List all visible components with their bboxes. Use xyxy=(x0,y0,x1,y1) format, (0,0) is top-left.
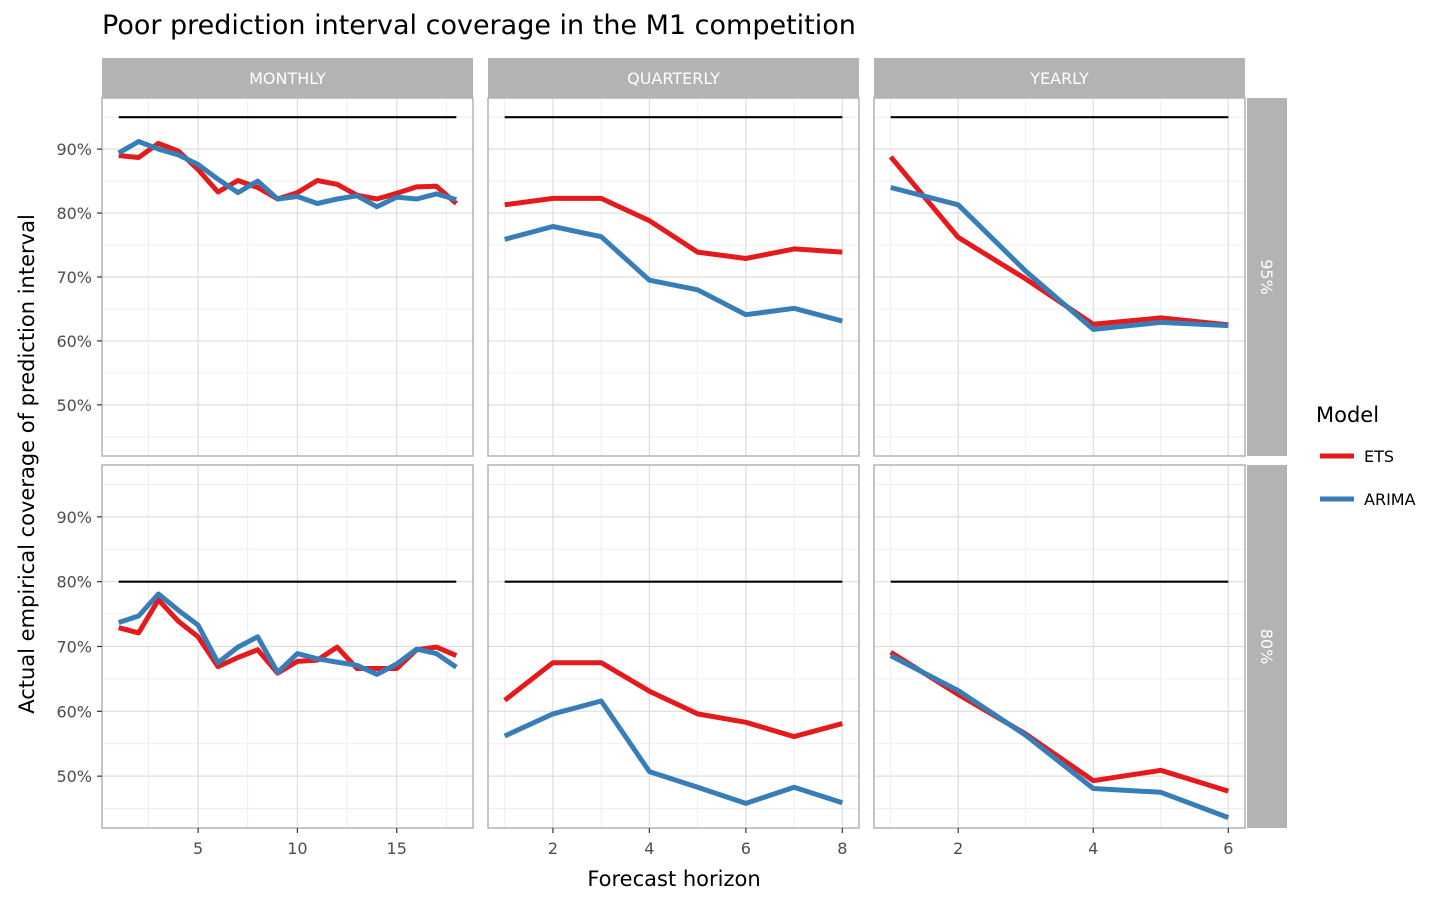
row-strip-80pct xyxy=(1247,465,1287,828)
column-strip-monthly xyxy=(102,58,473,98)
x-axis-ticks: 5 10 15 2 4 6 8 2 4 6 xyxy=(193,828,1233,858)
y-tick-label: 80% xyxy=(56,204,92,223)
x-axis-title: Forecast horizon xyxy=(587,867,760,891)
chart-title: Poor prediction interval coverage in the… xyxy=(102,10,856,41)
panel-yearly-80pct xyxy=(873,464,1246,829)
row-strip-label: 80% xyxy=(1257,629,1276,665)
y-tick-label: 90% xyxy=(56,508,92,527)
series-line-ets xyxy=(503,660,843,740)
x-tick-label: 10 xyxy=(287,839,307,858)
panel-border xyxy=(487,97,860,457)
column-strip-yearly xyxy=(874,58,1245,98)
y-tick-label: 70% xyxy=(56,638,92,657)
panel-monthly-80pct xyxy=(101,464,474,829)
x-tick-label: 2 xyxy=(548,839,558,858)
panel-border xyxy=(873,97,1246,457)
panels: MONTHLY QUARTERLY YEARLY 95% 80% xyxy=(101,58,1287,829)
x-tick-label: 6 xyxy=(741,839,751,858)
column-strip-label: MONTHLY xyxy=(249,69,326,88)
x-tick-label: 4 xyxy=(644,839,654,858)
column-strip-label: YEARLY xyxy=(1029,69,1089,88)
panel-monthly-95pct xyxy=(101,97,474,457)
panel-quarterly-80pct xyxy=(487,464,860,829)
series-line-arima xyxy=(503,698,844,806)
row-strip-label: 95% xyxy=(1257,259,1276,295)
series-line-arima xyxy=(117,591,458,677)
series-line-ets xyxy=(504,195,843,261)
series-line-arima xyxy=(504,224,843,324)
column-strip-label: QUARTERLY xyxy=(627,69,720,88)
y-tick-label: 60% xyxy=(56,702,92,721)
series-line-ets xyxy=(889,650,1230,794)
legend-title: Model xyxy=(1316,403,1379,427)
panel-border xyxy=(873,464,1246,829)
series-line-ets xyxy=(118,597,458,676)
legend-item-ets: ETS xyxy=(1320,447,1394,466)
legend: Model ETS ARIMA xyxy=(1316,403,1416,509)
panel-quarterly-95pct xyxy=(487,97,860,457)
column-strip-quarterly xyxy=(488,58,859,98)
legend-item-arima: ARIMA xyxy=(1320,490,1416,509)
x-tick-label: 2 xyxy=(953,839,963,858)
y-tick-label: 80% xyxy=(56,573,92,592)
y-tick-label: 50% xyxy=(56,396,92,415)
series-line-arima xyxy=(890,185,1229,332)
panel-yearly-95pct xyxy=(873,97,1246,457)
row-strip-95pct xyxy=(1247,98,1287,456)
y-tick-label: 50% xyxy=(56,767,92,786)
y-tick-label: 70% xyxy=(56,268,92,287)
x-tick-label: 15 xyxy=(387,839,407,858)
series-line-arima xyxy=(889,653,1230,820)
y-axis-ticks: 50% 60% 70% 80% 90% 50% 60% 70% 80% 90% xyxy=(56,140,102,786)
panel-border xyxy=(487,464,860,829)
x-tick-label: 4 xyxy=(1088,839,1098,858)
legend-label-arima: ARIMA xyxy=(1364,490,1416,509)
y-tick-label: 90% xyxy=(56,140,92,159)
series-line-arima xyxy=(117,139,457,210)
legend-label-ets: ETS xyxy=(1364,447,1394,466)
y-axis-title: Actual empirical coverage of prediction … xyxy=(15,214,39,714)
y-tick-label: 60% xyxy=(56,332,92,351)
x-tick-label: 5 xyxy=(193,839,203,858)
x-tick-label: 6 xyxy=(1223,839,1233,858)
x-tick-label: 8 xyxy=(837,839,847,858)
